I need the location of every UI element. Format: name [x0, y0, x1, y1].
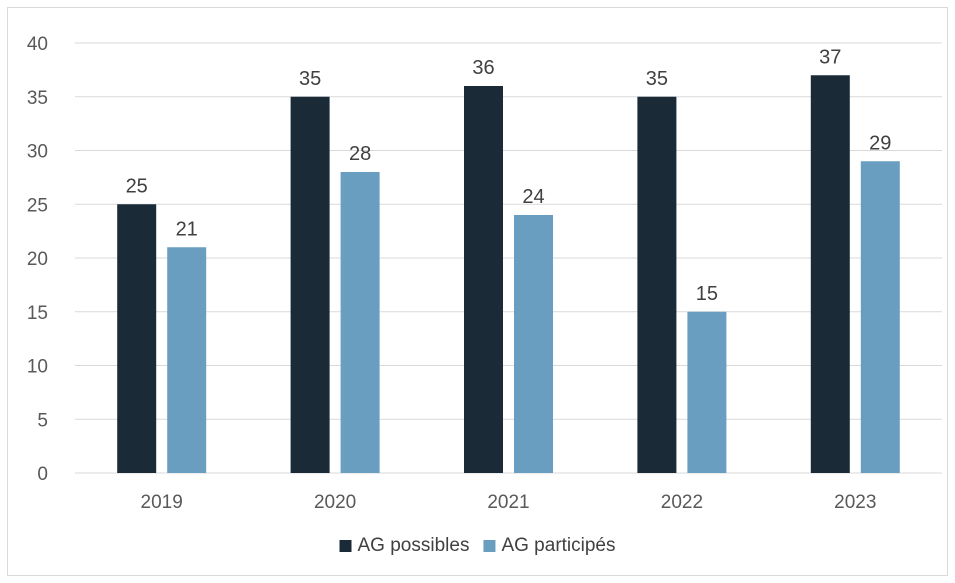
legend: AG possibles AG participés	[339, 535, 616, 556]
legend-swatch	[483, 540, 496, 552]
y-tick-label: 40	[27, 34, 48, 55]
gridlines	[75, 42, 942, 474]
bars	[117, 75, 900, 473]
bar	[290, 96, 330, 473]
data-label: 29	[869, 132, 891, 154]
x-tick-label: 2020	[314, 492, 356, 513]
y-tick-label: 30	[27, 142, 48, 163]
data-label: 28	[349, 143, 371, 165]
y-tick-label: 5	[37, 410, 48, 431]
y-tick-label: 35	[27, 88, 48, 109]
data-label: 21	[176, 218, 198, 240]
bar	[340, 172, 380, 473]
data-label: 35	[299, 68, 321, 90]
y-tick-label: 25	[27, 195, 48, 216]
data-label: 35	[646, 68, 668, 90]
legend-label: AG possibles	[358, 535, 470, 556]
bar	[810, 75, 850, 473]
bar	[637, 96, 677, 473]
x-tick-label: 2019	[141, 492, 183, 513]
bar	[464, 86, 503, 473]
bar	[167, 247, 207, 473]
bar	[860, 161, 900, 473]
y-axis-tick-labels: 0 5 10 15 20 25 30 35 40	[27, 34, 48, 485]
data-labels: 25 21 35 28 36 24 35 15 37 29	[126, 46, 892, 305]
x-tick-label: 2021	[487, 492, 529, 513]
y-tick-label: 15	[27, 303, 48, 324]
x-axis-tick-labels: 2019 2020 2021 2022 2023	[141, 492, 877, 513]
data-label: 37	[819, 46, 841, 68]
y-tick-label: 10	[27, 357, 48, 378]
data-label: 36	[472, 57, 494, 79]
bar	[687, 311, 727, 473]
data-label: 15	[696, 283, 718, 305]
legend-swatch	[339, 540, 352, 552]
x-tick-label: 2022	[661, 492, 703, 513]
data-label: 25	[126, 175, 148, 197]
y-tick-label: 20	[27, 249, 48, 270]
y-tick-label: 0	[37, 464, 48, 485]
bar	[117, 204, 157, 473]
x-tick-label: 2023	[834, 492, 876, 513]
data-label: 24	[522, 186, 544, 208]
legend-label: AG participés	[501, 535, 615, 556]
bar	[514, 215, 553, 473]
